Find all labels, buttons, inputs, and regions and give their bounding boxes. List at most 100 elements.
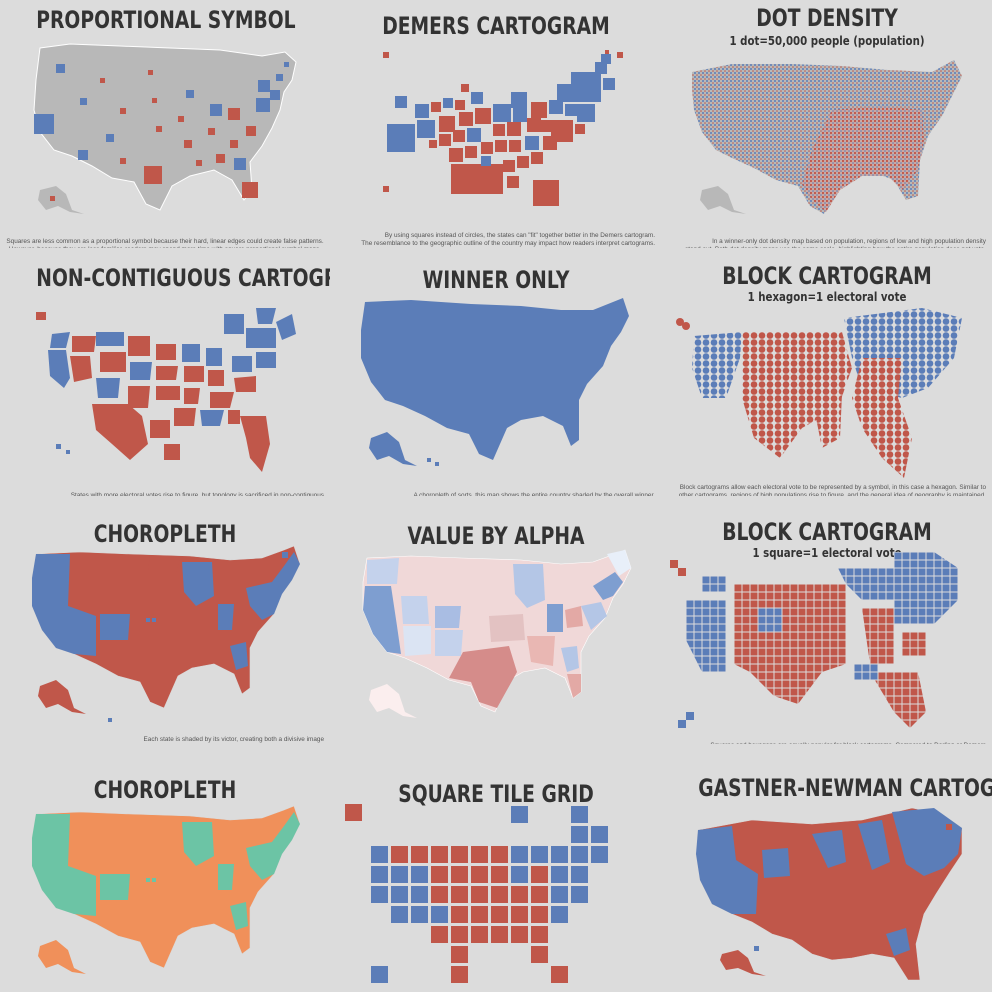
panel-title: DEMERS CARTOGRAM: [382, 12, 610, 40]
tile-square: [371, 846, 388, 863]
alaska-shape: [38, 186, 84, 214]
tile-square: [551, 966, 568, 983]
panel-caption: States with more electoral votes rise to…: [70, 492, 324, 496]
tile-square: [451, 886, 468, 903]
panel-choropleth-red-blue: CHOROPLETH Each state is shaded by its v…: [0, 496, 330, 744]
panel-title: WINNER ONLY: [422, 266, 570, 294]
tile-square: [511, 866, 528, 883]
square-cartogram-map: [670, 552, 958, 728]
gastner-newman-map: [695, 807, 963, 981]
tile-square: [511, 906, 528, 923]
panel-subtitle: 1 square=1 electoral vote: [752, 546, 902, 560]
tile-square: [511, 886, 528, 903]
panel-subtitle: 1 hexagon=1 electoral vote: [747, 290, 907, 304]
square-tile-grid-map: [345, 804, 608, 983]
tile-square: [391, 886, 408, 903]
panel-choropleth-green-orange: CHOROPLETH: [0, 744, 330, 992]
tile-square: [471, 846, 488, 863]
tile-square: [411, 866, 428, 883]
panel-subtitle: 1 dot=50,000 people (population): [729, 34, 925, 48]
tile-square: [531, 906, 548, 923]
tile-square: [571, 826, 588, 843]
panel-caption: Squares and hexagons are equally popular…: [668, 742, 986, 744]
tile-square: [471, 926, 488, 943]
tile-square: [451, 926, 468, 943]
tile-square: [371, 866, 388, 883]
tile-square: [591, 826, 608, 843]
tile-square: [411, 906, 428, 923]
panel-proportional-symbol: PROPORTIONAL SYMBOL: [0, 0, 330, 248]
tile-square: [531, 866, 548, 883]
proportional-squares: [34, 62, 289, 201]
panel-title: GASTNER-NEWMAN CARTOGRAM: [698, 774, 992, 802]
tile-square: [371, 966, 388, 983]
tile-square: [451, 846, 468, 863]
tile-square: [391, 906, 408, 923]
panel-title: VALUE BY ALPHA: [407, 522, 585, 550]
tile-square: [471, 866, 488, 883]
panel-dot-density: DOT DENSITY 1 dot=50,000 people (populat…: [662, 0, 992, 248]
tile-square: [551, 906, 568, 923]
tile-square: [471, 886, 488, 903]
panel-block-cartogram-square: BLOCK CARTOGRAM 1 square=1 electoral vot…: [662, 496, 992, 744]
tile-square: [511, 926, 528, 943]
tile-square: [451, 906, 468, 923]
tile-square: [491, 846, 508, 863]
panel-caption: Squares are less common as a proportiona…: [6, 238, 324, 248]
tile-square: [591, 846, 608, 863]
tile-square: [411, 886, 428, 903]
tile-square: [531, 886, 548, 903]
tile-square: [471, 906, 488, 923]
panel-title: CHOROPLETH: [93, 520, 237, 548]
non-contiguous-map: [36, 308, 296, 472]
panel-title: CHOROPLETH: [93, 776, 237, 804]
tile-square: [551, 846, 568, 863]
tile-square: [571, 846, 588, 863]
panel-non-contiguous-cartogram: NON-CONTIGUOUS CARTOGRAM: [0, 248, 330, 496]
panel-title: BLOCK CARTOGRAM: [722, 262, 932, 290]
tile-square: [491, 886, 508, 903]
panel-gastner-newman-cartogram: GASTNER-NEWMAN CARTOGRAM: [662, 744, 992, 992]
proportional-symbol-map: [33, 43, 297, 214]
tile-square: [391, 866, 408, 883]
panel-title: BLOCK CARTOGRAM: [722, 518, 932, 546]
panel-caption: By using squares instead of circles, the…: [361, 232, 655, 247]
tile-square: [531, 946, 548, 963]
choropleth-green-orange-map: [31, 805, 301, 974]
demers-cartogram-map: [383, 50, 623, 206]
winner-only-map: [361, 298, 629, 466]
panel-caption: Each state is shaded by its victor, crea…: [143, 736, 324, 743]
tile-square: [531, 926, 548, 943]
panel-title: DOT DENSITY: [756, 4, 898, 32]
us-shape: [361, 298, 629, 460]
panel-caption: A choropleth of sorts, this map shows th…: [413, 492, 655, 496]
panel-winner-only: WINNER ONLY A choropleth of sorts, this …: [331, 248, 661, 496]
tile-square: [371, 886, 388, 903]
tile-square: [411, 846, 428, 863]
tile-square: [451, 866, 468, 883]
tile-square: [431, 886, 448, 903]
panel-block-cartogram-hexagon: BLOCK CARTOGRAM 1 hexagon=1 electoral vo…: [662, 248, 992, 496]
value-by-alpha-map: [362, 549, 632, 718]
tile-square: [571, 886, 588, 903]
tile-square: [345, 804, 362, 821]
tile-square: [451, 966, 468, 983]
panel-title: PROPORTIONAL SYMBOL: [36, 6, 296, 34]
panel-square-tile-grid: SQUARE TILE GRID: [331, 744, 661, 992]
panel-title: SQUARE TILE GRID: [398, 780, 594, 808]
tile-square: [551, 886, 568, 903]
choropleth-red-blue-map: [31, 545, 301, 722]
hexagon-cartogram-map: [676, 308, 962, 478]
panel-caption: Block cartograms allow each electoral vo…: [678, 484, 986, 496]
tile-square: [431, 846, 448, 863]
tile-square: [451, 946, 468, 963]
tile-square: [491, 926, 508, 943]
tile-square: [491, 906, 508, 923]
tile-square: [391, 846, 408, 863]
tile-square: [431, 866, 448, 883]
panel-title: NON-CONTIGUOUS CARTOGRAM: [36, 264, 330, 292]
demers-squares: [387, 50, 623, 206]
tile-square: [431, 926, 448, 943]
tile-square: [491, 866, 508, 883]
alaska-shape: [369, 432, 417, 466]
